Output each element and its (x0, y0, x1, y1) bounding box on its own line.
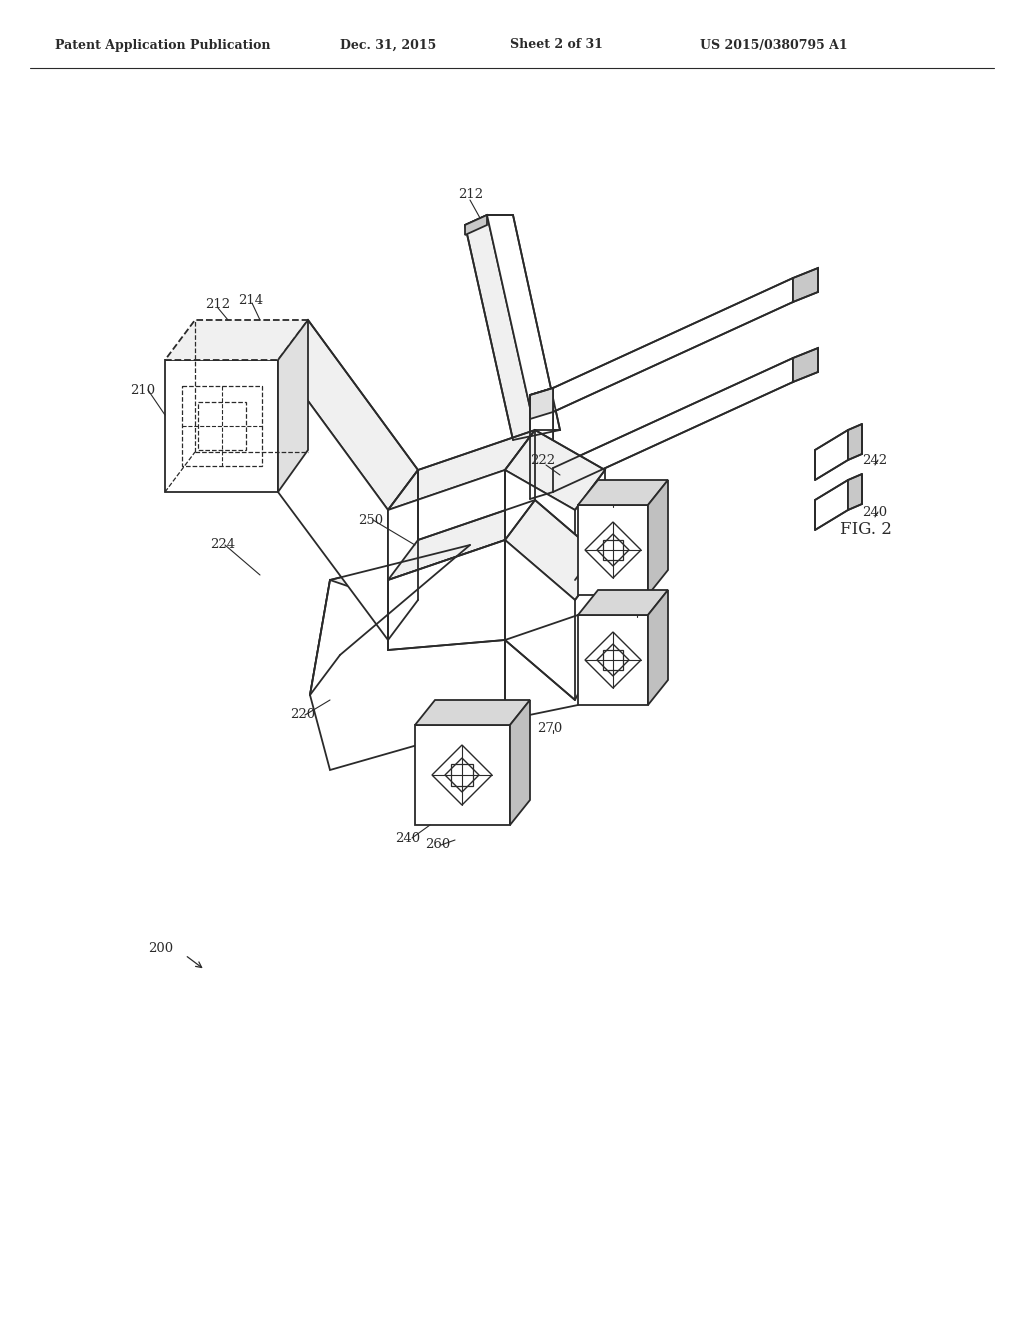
Polygon shape (530, 388, 553, 499)
Polygon shape (505, 500, 605, 601)
Polygon shape (530, 388, 553, 499)
Polygon shape (388, 470, 505, 579)
Text: 222: 222 (530, 454, 555, 466)
Polygon shape (578, 615, 648, 705)
Polygon shape (578, 590, 668, 615)
Text: Patent Application Publication: Patent Application Publication (55, 38, 270, 51)
Polygon shape (278, 360, 388, 640)
Polygon shape (505, 540, 575, 700)
Polygon shape (465, 215, 535, 440)
Polygon shape (465, 215, 487, 235)
Text: 242: 242 (598, 495, 624, 508)
Polygon shape (530, 388, 553, 418)
Polygon shape (578, 480, 668, 506)
Text: 270: 270 (537, 722, 562, 734)
Text: 212: 212 (458, 189, 483, 202)
Text: 250: 250 (358, 513, 383, 527)
Text: 200: 200 (148, 941, 173, 954)
Text: 240: 240 (862, 506, 887, 519)
Polygon shape (278, 319, 418, 510)
Text: 214: 214 (238, 293, 263, 306)
Polygon shape (310, 579, 505, 770)
Polygon shape (415, 725, 510, 825)
Polygon shape (165, 319, 308, 360)
Polygon shape (510, 700, 530, 825)
Polygon shape (310, 540, 505, 696)
Text: US 2015/0380795 A1: US 2015/0380795 A1 (700, 38, 848, 51)
Polygon shape (848, 474, 862, 510)
Polygon shape (415, 700, 530, 725)
Polygon shape (505, 470, 575, 579)
Text: 240: 240 (395, 832, 420, 845)
Polygon shape (388, 500, 535, 579)
Text: 224: 224 (210, 539, 236, 552)
Text: 220: 220 (290, 709, 315, 722)
Polygon shape (165, 360, 278, 492)
Polygon shape (578, 506, 648, 595)
Polygon shape (648, 590, 668, 705)
Polygon shape (278, 319, 308, 492)
Polygon shape (505, 430, 605, 510)
Text: Dec. 31, 2015: Dec. 31, 2015 (340, 38, 436, 51)
Polygon shape (648, 480, 668, 595)
Text: 212: 212 (205, 298, 230, 312)
Text: Sheet 2 of 31: Sheet 2 of 31 (510, 38, 603, 51)
Polygon shape (487, 215, 560, 430)
Polygon shape (793, 348, 818, 381)
Polygon shape (815, 430, 848, 480)
Text: 260: 260 (425, 838, 451, 851)
Polygon shape (815, 480, 848, 531)
Polygon shape (848, 424, 862, 459)
Polygon shape (388, 430, 535, 510)
Polygon shape (793, 268, 818, 302)
Polygon shape (553, 279, 793, 412)
Text: 242: 242 (862, 454, 887, 466)
Polygon shape (388, 540, 505, 649)
Text: 210: 210 (130, 384, 155, 396)
Text: FIG. 2: FIG. 2 (840, 521, 892, 539)
Polygon shape (553, 358, 793, 492)
Text: 262: 262 (622, 606, 647, 619)
